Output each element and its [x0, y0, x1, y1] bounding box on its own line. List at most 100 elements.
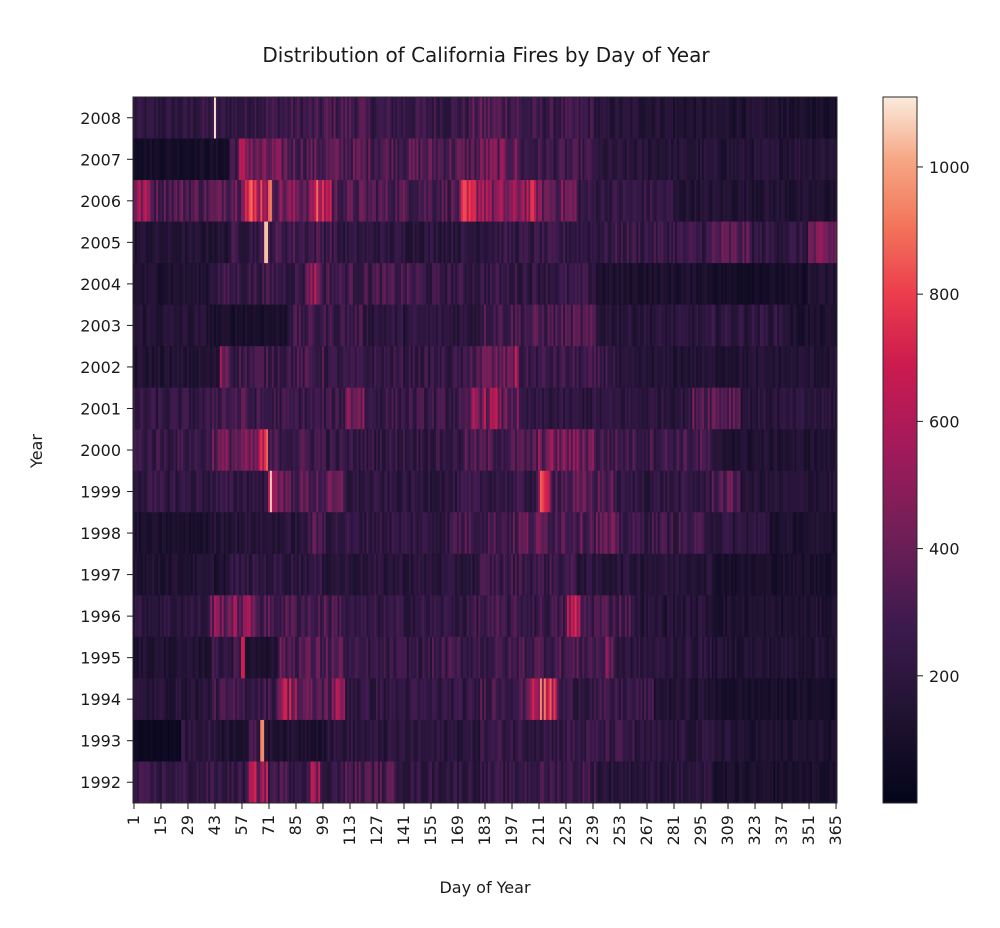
heatmap-cell: [563, 346, 566, 389]
heatmap-cell: [133, 263, 136, 306]
heatmap-cell: [291, 553, 294, 596]
heatmap-cell: [133, 429, 136, 472]
heatmap-cell: [528, 512, 531, 555]
heatmap-cell: [686, 553, 689, 596]
heatmap-cell: [200, 138, 203, 181]
heatmap-cell: [694, 512, 697, 555]
heatmap-cell: [632, 138, 635, 181]
heatmap-cell: [368, 595, 371, 638]
heatmap-cell: [512, 304, 516, 347]
heatmap-cell: [628, 470, 632, 513]
heatmap-cell: [484, 346, 487, 389]
heatmap-cell: [231, 221, 234, 264]
heatmap-cell: [156, 263, 159, 306]
heatmap-cell: [833, 346, 836, 389]
heatmap-cell: [258, 387, 261, 430]
heatmap-cell: [443, 470, 446, 513]
heatmap-cell: [399, 221, 402, 264]
heatmap-cell: [449, 636, 452, 679]
heatmap-cell: [399, 595, 402, 638]
heatmap-cell: [248, 595, 252, 638]
heatmap-cell: [455, 180, 458, 222]
heatmap-cell: [676, 97, 680, 139]
heatmap-cell: [673, 512, 676, 555]
heatmap-cell: [233, 636, 236, 679]
heatmap-cell: [802, 429, 805, 472]
heatmap-cell: [586, 470, 589, 513]
heatmap-cell: [331, 636, 334, 679]
heatmap-cell: [323, 221, 327, 264]
heatmap-cell: [655, 346, 659, 389]
heatmap-cell: [235, 346, 238, 389]
heatmap-cell: [310, 346, 313, 389]
heatmap-cell: [298, 346, 302, 389]
heatmap-cell: [250, 636, 253, 679]
heatmap-cell: [266, 636, 269, 679]
heatmap-cell: [418, 138, 421, 181]
heatmap-cell: [759, 470, 763, 513]
heatmap-cell: [524, 97, 527, 139]
heatmap-cell: [399, 636, 402, 679]
heatmap-cell: [784, 553, 788, 596]
heatmap-cell: [788, 387, 792, 430]
heatmap-cell: [368, 553, 371, 596]
heatmap-cell: [825, 470, 828, 513]
heatmap-cell: [140, 180, 144, 222]
heatmap-cell: [644, 304, 647, 347]
heatmap-cell: [306, 263, 309, 306]
heatmap-cell: [595, 221, 599, 264]
heatmap-cell: [603, 595, 606, 638]
heatmap-cell: [705, 304, 709, 347]
heatmap-cell: [268, 512, 271, 555]
heatmap-cell: [325, 138, 329, 181]
heatmap-cell: [287, 346, 290, 389]
heatmap-cell: [802, 553, 805, 596]
heatmap-cell: [559, 387, 562, 430]
heatmap-cell: [418, 470, 421, 513]
heatmap-cell: [235, 180, 238, 222]
heatmap-cell: [592, 304, 595, 347]
heatmap-cell: [335, 387, 338, 430]
heatmap-cell: [254, 180, 257, 222]
heatmap-cell: [322, 470, 325, 513]
heatmap-cell: [142, 97, 145, 139]
heatmap-cell: [312, 138, 315, 181]
heatmap-cell: [358, 346, 361, 389]
heatmap-cell: [273, 180, 277, 222]
heatmap-cell: [769, 387, 772, 430]
heatmap-cell: [183, 138, 186, 181]
heatmap-cell: [829, 221, 832, 264]
heatmap-cell: [566, 595, 570, 638]
heatmap-cell: [381, 263, 385, 306]
heatmap-cell: [827, 470, 830, 513]
heatmap-cell: [692, 97, 695, 139]
heatmap-cell: [362, 221, 365, 264]
heatmap-cell: [725, 595, 728, 638]
heatmap-cell: [522, 470, 525, 513]
heatmap-cell: [696, 512, 699, 555]
heatmap-cell: [364, 138, 367, 181]
heatmap-cell: [281, 470, 284, 513]
heatmap-cell: [769, 595, 772, 638]
heatmap-cell: [210, 387, 213, 430]
heatmap-cell: [806, 470, 809, 513]
heatmap-cell: [738, 553, 741, 596]
heatmap-cell: [524, 636, 527, 679]
heatmap-cell: [412, 138, 415, 181]
heatmap-cell: [663, 221, 666, 264]
heatmap-cell: [511, 470, 514, 513]
heatmap-cell: [142, 512, 145, 555]
heatmap-cell: [283, 304, 286, 347]
heatmap-cell: [771, 387, 774, 430]
heatmap-cell: [692, 304, 695, 347]
heatmap-cell: [603, 97, 606, 139]
heatmap-cell: [453, 470, 456, 513]
heatmap-cell: [314, 512, 317, 555]
heatmap-cell: [316, 180, 319, 222]
heatmap-cell: [715, 429, 718, 472]
heatmap-cell: [530, 346, 533, 389]
heatmap-cell: [383, 180, 387, 222]
heatmap-cell: [144, 180, 147, 222]
heatmap-cell: [136, 180, 140, 222]
heatmap-cell: [206, 263, 209, 306]
